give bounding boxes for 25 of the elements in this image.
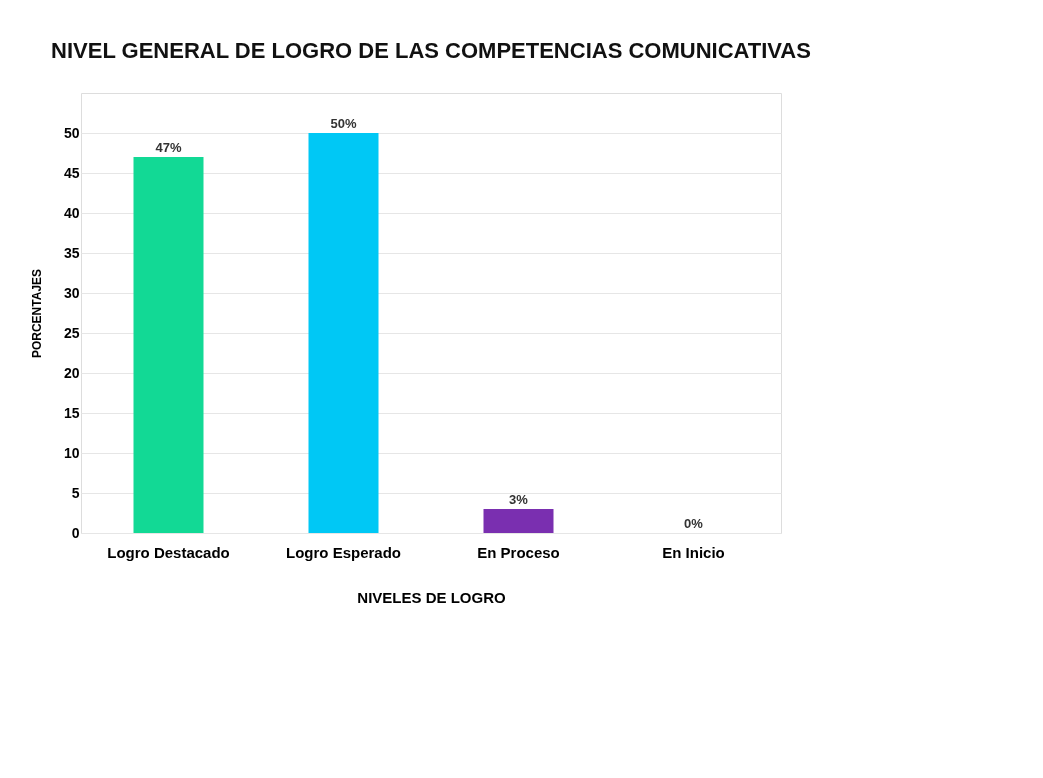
- bar: [308, 133, 379, 533]
- y-tick-label: 50: [63, 124, 80, 141]
- y-tick-label: 35: [63, 244, 80, 261]
- y-tick-label: 45: [63, 164, 80, 181]
- y-tick-label: 5: [71, 484, 80, 501]
- y-tick-label: 30: [63, 284, 80, 301]
- data-label: 50%: [330, 116, 357, 131]
- x-tick-label: Logro Destacado: [107, 543, 230, 561]
- y-axis-title: PORCENTAJES: [29, 268, 44, 359]
- y-tick-label: 15: [63, 404, 80, 421]
- y-tick-label: 25: [63, 324, 80, 341]
- bar: [133, 157, 204, 533]
- y-tick-label: 0: [71, 524, 80, 541]
- y-tick-label: 40: [63, 204, 80, 221]
- x-tick-label: Logro Esperado: [285, 543, 402, 561]
- data-label: 3%: [509, 492, 529, 507]
- chart-title: NIVEL GENERAL DE LOGRO DE LAS COMPETENCIAS COMUNICATIVAS: [51, 38, 811, 63]
- y-tick-label: 10: [63, 444, 80, 461]
- y-tick-label: 20: [63, 364, 80, 381]
- x-tick-label: En Inicio: [662, 543, 725, 561]
- x-axis-title: NIVELES DE LOGRO: [357, 588, 506, 606]
- x-tick-label: En Proceso: [477, 543, 560, 561]
- bar: [483, 509, 554, 533]
- data-label: 47%: [155, 140, 182, 155]
- data-label: 0%: [684, 516, 704, 531]
